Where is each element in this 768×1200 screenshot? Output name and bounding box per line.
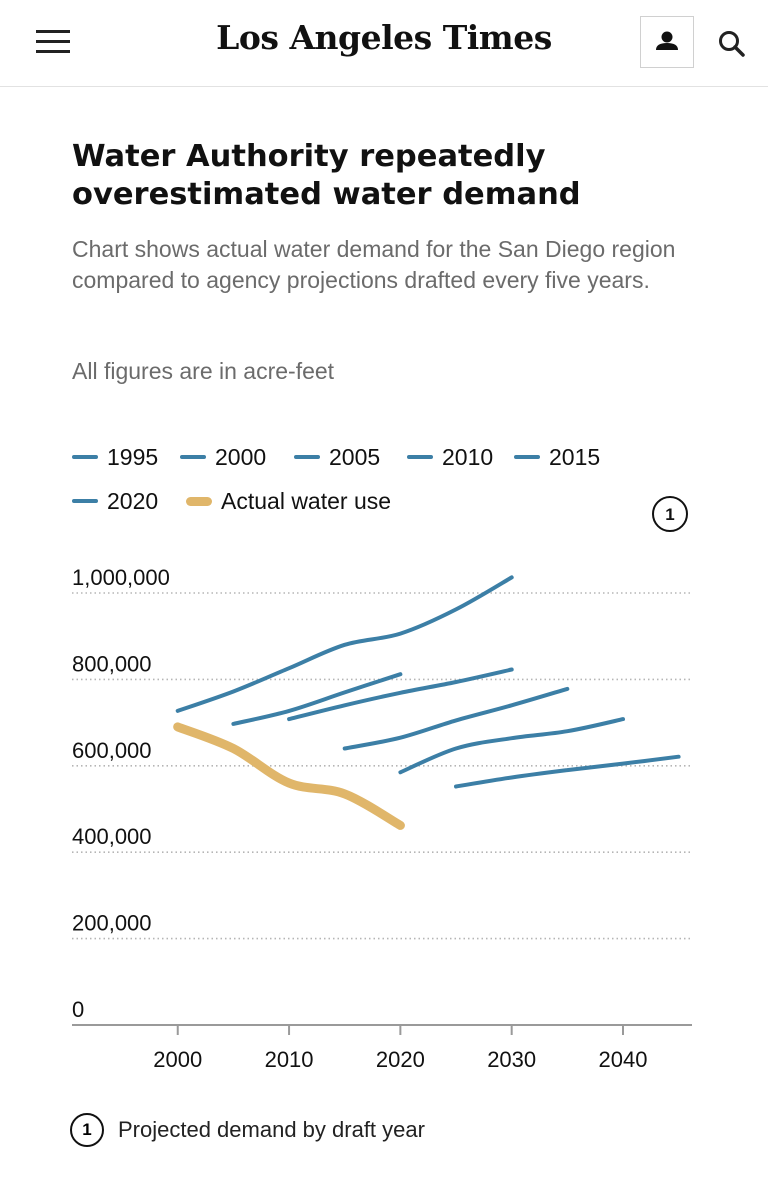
y-tick-label: 600,000 xyxy=(72,738,152,763)
annotation-badge xyxy=(652,496,688,532)
legend-swatch xyxy=(294,455,320,459)
hamburger-menu-icon[interactable] xyxy=(36,28,72,56)
legend-label: 2005 xyxy=(329,443,381,470)
legend-label: 1995 xyxy=(107,443,159,470)
masthead-logo[interactable]: Los Angeles Times xyxy=(216,18,552,57)
y-tick-label: 200,000 xyxy=(72,911,152,936)
legend-label: 2015 xyxy=(549,443,601,470)
footnote: 1 Projected demand by draft year xyxy=(70,1108,425,1152)
y-tick-label: 0 xyxy=(72,997,84,1022)
legend-label: 2000 xyxy=(215,443,267,470)
x-tick-label: 2040 xyxy=(599,1047,648,1072)
chart-title: Water Authority repeatedly overestimated… xyxy=(72,139,581,212)
series-line-2015 xyxy=(398,717,625,775)
legend-swatch xyxy=(72,455,98,459)
footnote-text: Projected demand by draft year xyxy=(118,1117,425,1142)
y-tick-label: 1,000,000 xyxy=(72,565,170,590)
annotation-badge-label: 1 xyxy=(665,505,674,524)
series-line-2010 xyxy=(342,686,570,751)
series-line-1995 xyxy=(175,575,514,713)
legend-item: 2015 xyxy=(514,440,600,474)
legend-item: 1995 xyxy=(72,440,158,474)
site-header: Los Angeles Times xyxy=(0,0,768,87)
x-tick-label: 2030 xyxy=(487,1047,536,1072)
account-button[interactable] xyxy=(640,16,694,68)
legend-item: 2020 xyxy=(72,484,158,518)
search-icon[interactable] xyxy=(712,24,752,64)
legend-item: 2010 xyxy=(407,440,493,474)
chart-subtitle: Chart shows actual water demand for the … xyxy=(72,236,676,293)
footnote-badge: 1 xyxy=(70,1113,104,1147)
series-line-actual xyxy=(173,722,405,830)
legend-label: 2020 xyxy=(107,487,159,514)
legend-label: Actual water use xyxy=(221,487,392,514)
legend-swatch xyxy=(186,496,212,506)
x-tick-label: 2020 xyxy=(376,1047,425,1072)
x-tick-label: 2010 xyxy=(265,1047,314,1072)
legend-swatch xyxy=(407,455,433,459)
series-line-2000 xyxy=(231,672,403,726)
y-tick-label: 800,000 xyxy=(72,651,152,676)
legend-swatch xyxy=(72,499,98,503)
user-icon xyxy=(656,31,678,50)
units-note: All figures are in acre-feet xyxy=(72,358,335,384)
legend-item: 2005 xyxy=(294,440,380,474)
y-tick-label: 400,000 xyxy=(72,824,152,849)
legend-item: 2000 xyxy=(180,440,266,474)
legend-item: Actual water use xyxy=(186,484,391,518)
series-line-2005 xyxy=(287,667,514,722)
legend-swatch xyxy=(514,455,540,459)
x-tick-label: 2000 xyxy=(153,1047,202,1072)
series-line-2020 xyxy=(454,754,681,789)
line-chart: 0 200,000 400,000 600,000 800,000 1,000,000 20… xyxy=(72,496,692,1072)
legend-swatch xyxy=(180,455,206,459)
legend-label: 2010 xyxy=(442,443,494,470)
